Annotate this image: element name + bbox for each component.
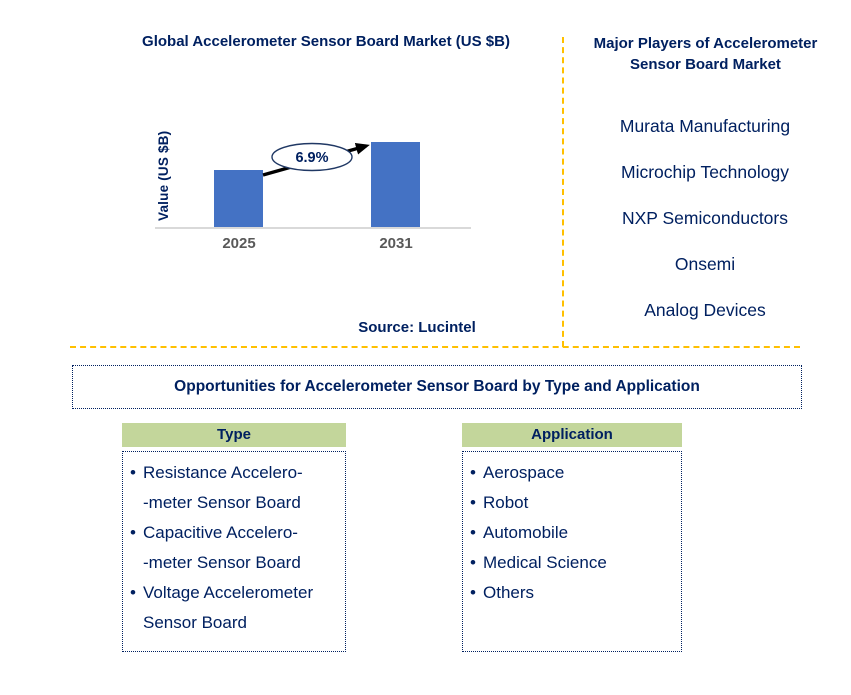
growth-label: 6.9% xyxy=(295,150,328,166)
opportunities-banner: Opportunities for Accelerometer Sensor B… xyxy=(72,365,802,409)
growth-oval xyxy=(271,142,353,172)
vertical-divider xyxy=(562,37,564,347)
bullet-marker xyxy=(130,548,143,578)
list-item-text: Aerospace xyxy=(483,463,565,482)
bullet-marker: • xyxy=(470,553,476,572)
list-item: • Others xyxy=(470,578,677,608)
list-item: -meter Sensor Board xyxy=(130,548,341,578)
bullet-marker: • xyxy=(470,463,476,482)
type-list-box: • Resistance Accelero- -meter Sensor Boa… xyxy=(122,451,346,652)
list-item-text: Others xyxy=(483,583,535,602)
list-item-text: Resistance Accelero- xyxy=(143,463,303,482)
players-panel-title: Major Players of Accelerometer Sensor Bo… xyxy=(593,35,818,73)
list-item-text: Capacitive Accelero- xyxy=(143,523,298,542)
bar-2025 xyxy=(214,170,263,228)
list-item-text: Robot xyxy=(483,493,529,512)
list-item: • Capacitive Accelero- xyxy=(130,518,341,548)
application-list-box: • Aerospace • Robot • Automobile • Medic… xyxy=(462,451,682,652)
growth-arrow-annotation: 6.9% xyxy=(262,142,370,177)
list-item-text: -meter Sensor Board xyxy=(143,493,301,512)
players-list: Murata Manufacturing Microchip Technolog… xyxy=(570,112,840,324)
list-item: • Resistance Accelero- xyxy=(130,458,341,488)
type-header: Type xyxy=(122,423,346,447)
list-item-text: Voltage Accelerometer xyxy=(143,583,314,602)
bullet-marker: • xyxy=(130,583,136,602)
source-label: Source: Lucintel xyxy=(358,319,476,336)
list-item-text: Automobile xyxy=(483,523,569,542)
horizontal-divider xyxy=(70,346,800,348)
bullet-marker: • xyxy=(130,523,136,542)
list-item: • Aerospace xyxy=(470,458,677,488)
bullet-marker: • xyxy=(130,463,136,482)
player-item: Microchip Technology xyxy=(621,162,789,182)
x-tick-2025: 2025 xyxy=(222,235,256,252)
list-item-text: -meter Sensor Board xyxy=(143,553,301,572)
bullet-marker: • xyxy=(470,523,476,542)
list-item: Sensor Board xyxy=(130,608,341,638)
list-item-text: Medical Science xyxy=(483,553,607,572)
chart-title: Global Accelerometer Sensor Board Market… xyxy=(142,33,510,50)
player-item: Analog Devices xyxy=(644,300,766,320)
x-axis-line xyxy=(155,227,471,229)
bullet-marker: • xyxy=(470,493,476,512)
player-item: Onsemi xyxy=(674,254,736,274)
list-item: • Voltage Accelerometer xyxy=(130,578,341,608)
opportunities-title: Opportunities for Accelerometer Sensor B… xyxy=(174,378,700,395)
bar-2031 xyxy=(371,142,420,228)
bullet-marker xyxy=(130,488,143,518)
application-header: Application xyxy=(462,423,682,447)
bullet-marker xyxy=(130,608,143,638)
x-tick-2031: 2031 xyxy=(379,235,413,252)
list-item: • Medical Science xyxy=(470,548,677,578)
list-item: • Automobile xyxy=(470,518,677,548)
list-item-text: Sensor Board xyxy=(143,613,247,632)
list-item: • Robot xyxy=(470,488,677,518)
player-item: Murata Manufacturing xyxy=(619,116,791,136)
player-item: NXP Semiconductors xyxy=(621,208,788,228)
list-item: -meter Sensor Board xyxy=(130,488,341,518)
bullet-marker: • xyxy=(470,583,476,602)
